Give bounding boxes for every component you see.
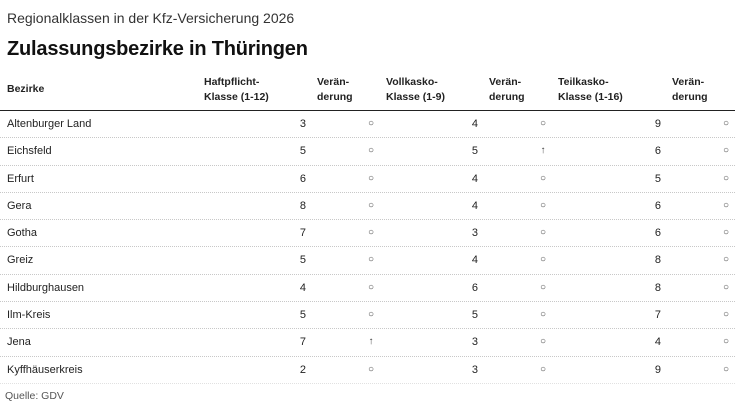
cell-haftpflicht: 7 — [299, 336, 306, 349]
row-bezirk: Gera — [7, 199, 32, 212]
row-bezirk: Eichsfeld — [7, 145, 52, 158]
cell-haftpflicht: 4 — [299, 281, 306, 294]
cell-vollkasko-change: ○ — [539, 363, 547, 375]
cell-teilkasko-change: ○ — [722, 309, 730, 321]
page-title: Zulassungsbezirke in Thüringen — [7, 38, 308, 60]
cell-teilkasko: 6 — [654, 227, 661, 240]
header-vollkasko: Vollkasko- Klasse (1-9) — [386, 76, 445, 103]
cell-haftpflicht-change: ○ — [367, 363, 375, 375]
cell-haftpflicht-change: ○ — [367, 199, 375, 211]
cell-vollkasko: 6 — [471, 281, 478, 294]
table: Bezirke Haftpflicht- Klasse (1-12) Verän-… — [0, 70, 735, 390]
row-bezirk: Jena — [7, 336, 31, 349]
cell-vollkasko-change: ○ — [539, 309, 547, 321]
cell-haftpflicht-change: ↑ — [368, 336, 374, 348]
header-veraenderung-1: Verän-derung — [317, 76, 353, 103]
cell-vollkasko-change: ○ — [539, 118, 547, 129]
cell-haftpflicht: 5 — [299, 309, 306, 322]
cell-haftpflicht: 2 — [299, 363, 306, 376]
source-note: Quelle: GDV — [5, 390, 68, 402]
table-row: Hildburghausen 4 ○ 6 ○ 8 ○ — [0, 275, 735, 303]
table-row: Altenburger Land 3 ○ 4 ○ 9 ○ — [0, 111, 735, 139]
cell-teilkasko: 8 — [654, 281, 661, 294]
table-body: Altenburger Land 3 ○ 4 ○ 9 ○ Eichsfeld 5 ○ 5 ↑ 6 ○ Erf… — [0, 111, 735, 390]
cell-haftpflicht: 5 — [299, 254, 306, 267]
cell-haftpflicht-change: ○ — [367, 145, 375, 157]
table-header: Bezirke Haftpflicht- Klasse (1-12) Verän-… — [0, 70, 735, 111]
header-veraenderung-2: Verän-derung — [489, 76, 525, 103]
cell-teilkasko-change: ○ — [722, 254, 730, 266]
row-bezirk: Hildburghausen — [7, 281, 85, 294]
header-veraenderung-3: Verän-derung — [672, 76, 708, 103]
cell-teilkasko-change: ○ — [722, 336, 730, 348]
row-bezirk: Gotha — [7, 227, 37, 240]
cell-teilkasko: 5 — [654, 172, 661, 185]
table-row: Jena 7 ↑ 3 ○ 4 ○ — [0, 329, 735, 357]
cell-vollkasko: 4 — [471, 118, 478, 130]
cell-haftpflicht-change: ○ — [367, 172, 375, 184]
cell-haftpflicht: 6 — [299, 172, 306, 185]
header-bezirke: Bezirke — [7, 83, 45, 95]
cell-haftpflicht-change: ○ — [367, 309, 375, 321]
cell-haftpflicht: 3 — [299, 118, 306, 130]
cell-vollkasko-change: ○ — [539, 281, 547, 293]
bottom-fade — [0, 376, 735, 390]
cell-haftpflicht-change: ○ — [367, 281, 375, 293]
cell-vollkasko-change: ↑ — [540, 145, 546, 157]
cell-haftpflicht: 8 — [299, 199, 306, 212]
cell-vollkasko: 5 — [471, 145, 478, 158]
cell-haftpflicht: 5 — [299, 145, 306, 158]
cell-teilkasko-change: ○ — [722, 281, 730, 293]
cell-vollkasko: 3 — [471, 336, 478, 349]
cell-vollkasko: 5 — [471, 309, 478, 322]
cell-teilkasko-change: ○ — [722, 172, 730, 184]
cell-teilkasko: 8 — [654, 254, 661, 267]
row-bezirk: Kyffhäuserkreis — [7, 363, 83, 376]
subtitle: Regionalklassen in der Kfz-Versicherung … — [7, 10, 295, 26]
row-bezirk: Ilm-Kreis — [7, 309, 51, 322]
cell-vollkasko: 3 — [471, 363, 478, 376]
cell-teilkasko-change: ○ — [722, 199, 730, 211]
cell-vollkasko-change: ○ — [539, 199, 547, 211]
cell-haftpflicht-change: ○ — [367, 227, 375, 239]
cell-teilkasko: 9 — [654, 118, 661, 130]
cell-teilkasko-change: ○ — [722, 145, 730, 157]
cell-vollkasko: 3 — [471, 227, 478, 240]
row-bezirk: Greiz — [7, 254, 34, 267]
cell-vollkasko-change: ○ — [539, 172, 547, 184]
row-bezirk: Altenburger Land — [7, 118, 92, 130]
cell-teilkasko-change: ○ — [722, 227, 730, 239]
cell-teilkasko: 6 — [654, 145, 661, 158]
cell-haftpflicht: 7 — [299, 227, 306, 240]
cell-vollkasko: 4 — [471, 254, 478, 267]
table-row: Ilm-Kreis 5 ○ 5 ○ 7 ○ — [0, 302, 735, 330]
row-bezirk: Erfurt — [7, 172, 34, 185]
cell-vollkasko: 4 — [471, 199, 478, 212]
table-row: Greiz 5 ○ 4 ○ 8 ○ — [0, 247, 735, 275]
cell-haftpflicht-change: ○ — [367, 118, 375, 129]
table-row: Eichsfeld 5 ○ 5 ↑ 6 ○ — [0, 138, 735, 166]
cell-teilkasko: 7 — [654, 309, 661, 322]
cell-teilkasko: 9 — [654, 363, 661, 376]
table-row: Erfurt 6 ○ 4 ○ 5 ○ — [0, 166, 735, 193]
cell-vollkasko-change: ○ — [539, 254, 547, 266]
cell-vollkasko: 4 — [471, 172, 478, 185]
header-teilkasko: Teilkasko- Klasse (1-16) — [558, 76, 623, 103]
table-row: Gotha 7 ○ 3 ○ 6 ○ — [0, 220, 735, 248]
header-haftpflicht: Haftpflicht- Klasse (1-12) — [204, 76, 269, 103]
cell-vollkasko-change: ○ — [539, 336, 547, 348]
cell-teilkasko-change: ○ — [722, 363, 730, 375]
cell-vollkasko-change: ○ — [539, 227, 547, 239]
table-row: Gera 8 ○ 4 ○ 6 ○ — [0, 193, 735, 221]
cell-teilkasko: 4 — [654, 336, 661, 349]
cell-haftpflicht-change: ○ — [367, 254, 375, 266]
cell-teilkasko: 6 — [654, 199, 661, 212]
cell-teilkasko-change: ○ — [722, 118, 730, 129]
